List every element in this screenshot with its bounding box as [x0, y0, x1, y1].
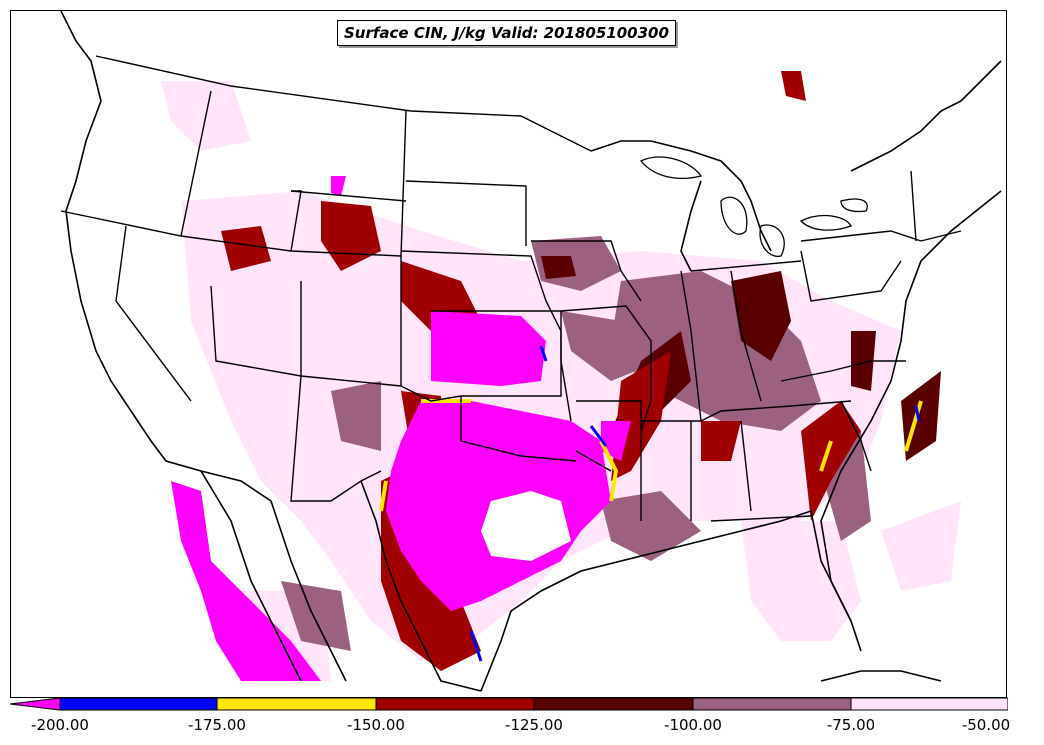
colorbar-tick-label: -150.00	[347, 716, 405, 734]
lake-outlines	[639, 156, 868, 258]
colorbar-segment--200-to-175	[59, 697, 218, 711]
map-panel	[10, 10, 1007, 698]
colorbar-tick-label: -175.00	[188, 716, 246, 734]
coastline-outline	[60, 11, 1002, 692]
colorbar	[10, 697, 1008, 711]
colorbar-segment--150-to-125	[375, 697, 535, 711]
colorbar-tick-label: -75.00	[826, 716, 876, 734]
colorbar-tick-label: -50.00	[961, 716, 1011, 734]
map-title: Surface CIN, J/kg Valid: 201805100300	[337, 20, 676, 46]
cin-map	[60, 11, 1002, 692]
colorbar-segment--125-to-100	[533, 697, 694, 711]
colorbar-segment--100-to-75	[692, 697, 852, 711]
cin-fill-yellow	[379, 399, 923, 512]
colorbar-tick-label: -125.00	[505, 716, 563, 734]
colorbar-tick-label: -100.00	[664, 716, 722, 734]
colorbar-segment--175-to-150	[216, 697, 377, 711]
cin-fill-blue	[469, 345, 921, 662]
colorbar-segment-below-200	[10, 697, 61, 711]
colorbar-tick-label: -200.00	[31, 716, 89, 734]
colorbar-segment--75-to-50	[850, 697, 1008, 711]
state-borders	[60, 55, 962, 522]
cin-fill-white-hole	[481, 491, 571, 561]
